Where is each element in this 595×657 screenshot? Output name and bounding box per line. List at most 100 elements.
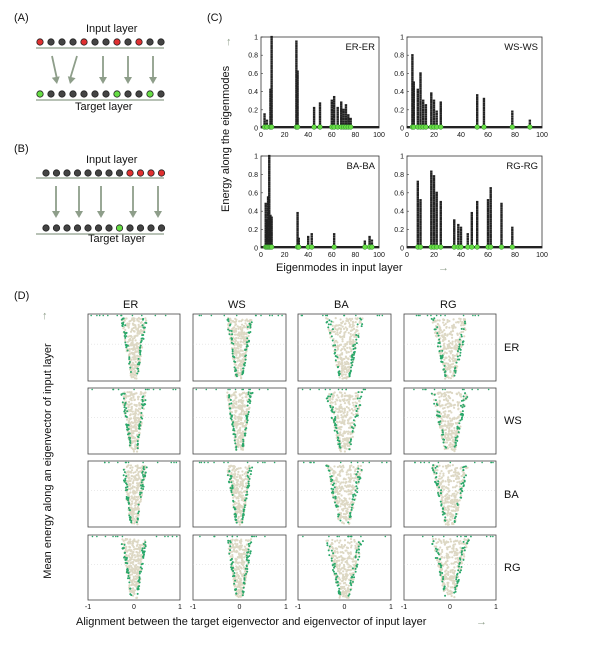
peak-point: [424, 113, 428, 116]
peak-point: [511, 242, 514, 245]
cloud-point: [355, 402, 358, 405]
peak-point: [419, 78, 422, 82]
cloud-point: [341, 367, 344, 370]
edge-point: [362, 388, 365, 391]
aligned-point: [139, 496, 142, 499]
cloud-point: [443, 358, 446, 361]
cloud-point: [443, 415, 446, 418]
edge-point: [362, 461, 364, 464]
aligned-point: [327, 395, 330, 398]
cloud-point: [438, 475, 441, 478]
peak-point: [430, 98, 433, 102]
cloud-point: [348, 398, 351, 401]
peak-point: [270, 67, 273, 70]
peak-point: [268, 181, 271, 184]
peak-point: [432, 240, 436, 243]
aligned-point: [242, 510, 245, 513]
peak-point: [419, 118, 422, 121]
cloud-point: [131, 341, 134, 345]
cloud-point: [451, 329, 454, 333]
peak-point: [312, 113, 316, 116]
panel-b-target-label: Target layer: [88, 233, 146, 245]
peak-point: [435, 122, 438, 125]
cloud-point: [451, 326, 454, 329]
aligned-point: [247, 482, 250, 485]
peak-point: [500, 204, 503, 208]
edge-point: [164, 314, 167, 317]
cloud-point: [134, 500, 138, 503]
peak-point: [486, 236, 490, 239]
cloud-point: [135, 515, 138, 518]
cloud-point: [243, 326, 246, 329]
cloud-point: [354, 321, 357, 324]
peak-point: [349, 117, 352, 120]
aligned-point: [244, 358, 247, 361]
y-tick-label: 0.6: [248, 190, 258, 197]
cloud-point: [134, 371, 137, 375]
peak-point: [344, 115, 348, 118]
peak-point: [430, 236, 433, 239]
aligned-point: [436, 410, 439, 413]
peak-point: [500, 240, 503, 243]
peak-point: [265, 119, 269, 122]
aligned-point: [332, 496, 335, 499]
panel-a-arrow-icon: [149, 56, 157, 84]
cloud-point: [240, 404, 243, 408]
peak-point: [270, 69, 273, 72]
peak-point: [416, 182, 419, 186]
aligned-point: [329, 406, 332, 409]
peak-point: [416, 209, 419, 212]
cloud-point: [239, 363, 243, 366]
panel-d-yaxis-arrow-icon: ↑: [42, 310, 48, 322]
peak-point: [476, 207, 479, 210]
aligned-point: [230, 337, 233, 340]
y-tick-label: 0.4: [248, 209, 258, 216]
panel-a-target-node: [113, 90, 121, 98]
cloud-point: [448, 365, 452, 368]
edge-point: [435, 314, 438, 317]
x-tick-label: 100: [536, 252, 548, 259]
peak-point: [435, 229, 438, 232]
peak-point: [419, 218, 422, 221]
aligned-point: [355, 485, 358, 488]
peak-point: [489, 220, 492, 223]
cloud-point: [444, 431, 447, 435]
peak-point: [432, 207, 436, 211]
peak-point: [459, 240, 463, 243]
cloud-point: [353, 335, 356, 338]
peak-point: [482, 106, 486, 110]
peak-point: [268, 196, 271, 199]
peak-point: [476, 238, 479, 241]
peak-point: [296, 81, 299, 84]
aligned-point: [245, 354, 248, 357]
aligned-point: [124, 333, 127, 336]
panel-b-target-node: [63, 224, 71, 232]
peak-point: [482, 109, 486, 112]
edge-point: [229, 388, 231, 391]
edge-point: [433, 388, 436, 391]
peak-point: [270, 78, 273, 81]
cloud-point: [137, 398, 140, 401]
peak-point: [411, 100, 414, 103]
aligned-point: [460, 335, 463, 338]
panel-a-input-node: [36, 38, 44, 46]
peak-point: [424, 111, 428, 114]
edge-point: [350, 461, 353, 464]
aligned-point: [144, 403, 147, 406]
peak-point: [432, 194, 436, 197]
peak-point: [416, 118, 419, 121]
peak-point: [482, 113, 486, 116]
edge-point: [159, 388, 161, 391]
peak-point: [424, 108, 428, 111]
aligned-point: [226, 474, 229, 477]
cloud-point: [340, 374, 344, 378]
cloud-point: [326, 467, 330, 470]
panel-a-target-node: [80, 90, 88, 98]
cloud-point: [440, 395, 443, 398]
peak-point: [430, 122, 433, 125]
peak-point: [430, 181, 433, 184]
cloud-point: [135, 491, 138, 494]
peak-point: [486, 203, 490, 206]
aligned-point: [360, 391, 363, 394]
